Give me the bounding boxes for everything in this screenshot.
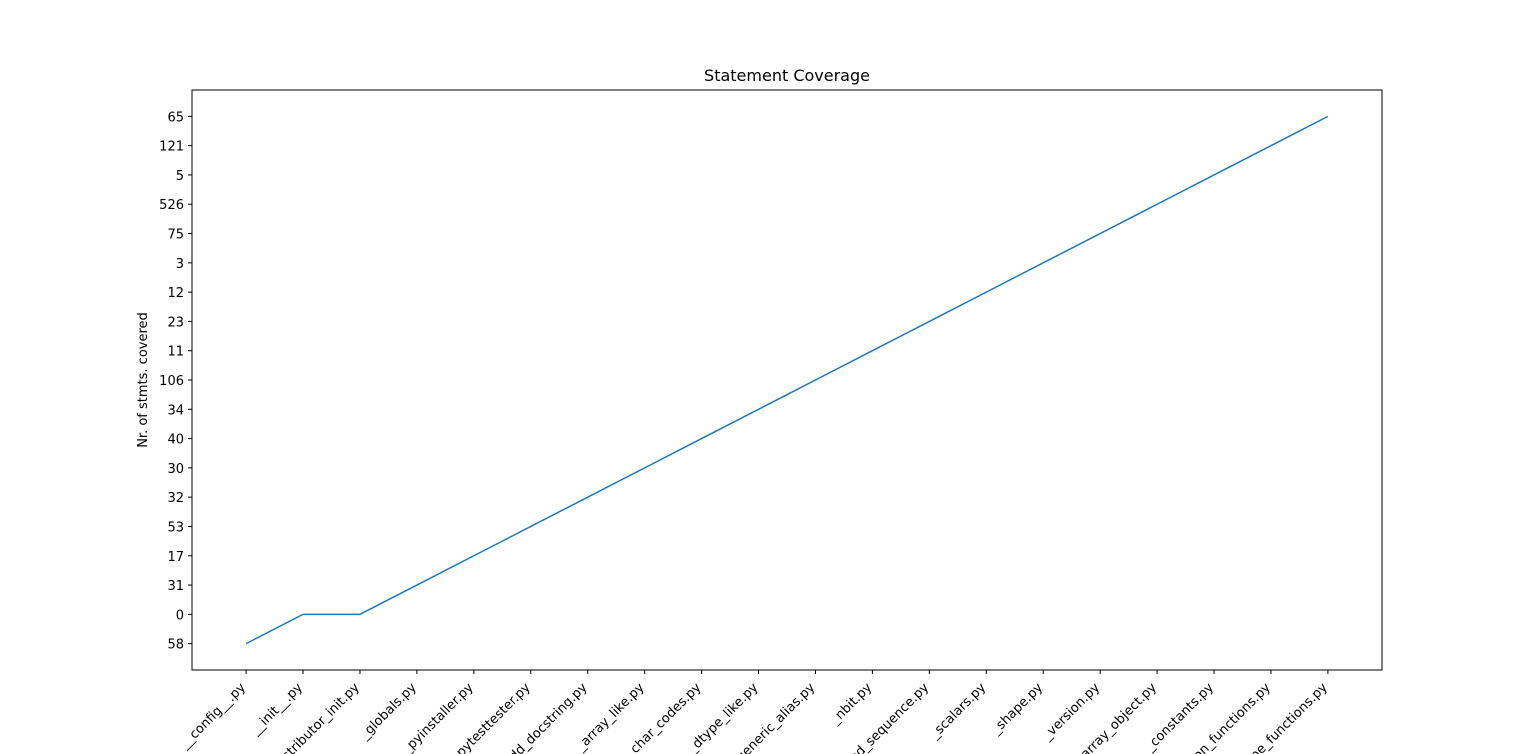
y-tick-label: 121 (159, 140, 184, 155)
x-tick-label: _globals.py (357, 680, 420, 743)
y-tick-label: 31 (167, 579, 184, 594)
y-tick-label: 53 (167, 520, 184, 535)
y-tick-label: 5 (176, 169, 184, 184)
y-tick-label: 106 (159, 374, 184, 389)
x-tick-label: _version.py (1039, 680, 1103, 744)
y-tick-label: 40 (167, 433, 184, 448)
y-tick-label: 11 (167, 345, 184, 360)
x-tick-label: _distributor_init.py (266, 680, 363, 754)
x-tick-label: _scalars.py (927, 680, 990, 743)
y-tick-label: 58 (167, 638, 184, 653)
y-tick-label: 32 (167, 491, 184, 506)
axes-frame (191, 89, 1383, 671)
y-tick-label: 65 (167, 110, 184, 125)
data-line (245, 115, 1329, 645)
x-tick-label: _nbit.py (827, 680, 875, 728)
x-tick-label: __config__.py (177, 680, 249, 752)
y-axis-label: Nr. of stmts. covered (136, 312, 151, 448)
y-tick-label: 526 (159, 198, 184, 213)
x-tick-label: _shape.py (988, 680, 1046, 738)
y-tick-label: 34 (167, 403, 184, 418)
x-tick-label: __init__.py (247, 680, 306, 739)
y-tick-label: 75 (167, 228, 184, 243)
chart-title: Statement Coverage (704, 66, 870, 85)
y-tick-label: 12 (167, 286, 184, 301)
y-tick-label: 0 (176, 608, 184, 623)
y-tick-label: 30 (167, 462, 184, 477)
y-tick-label: 23 (167, 315, 184, 330)
y-tick-label: 3 (176, 257, 184, 272)
y-tick-label: 17 (167, 550, 184, 565)
